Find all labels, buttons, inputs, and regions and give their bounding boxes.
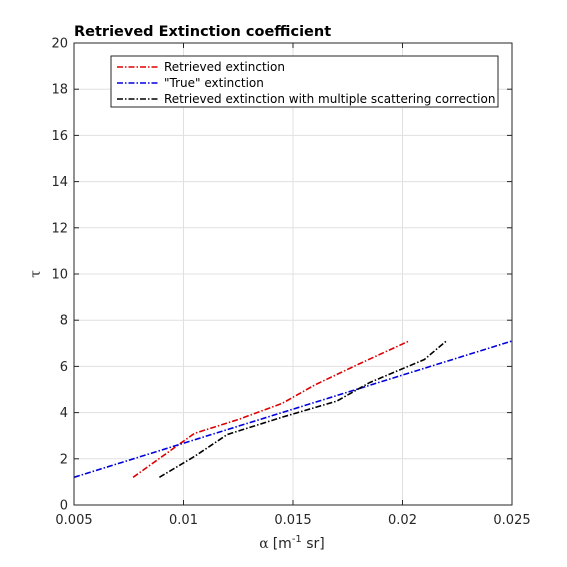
y-tick-label: 12	[51, 221, 68, 236]
x-tick-label: 0.02	[388, 513, 417, 528]
axis-ticks: 0.005 0.01 0.015 0.02 0.025 0 2 4 6 8 10 12 14 16 18 20	[51, 37, 530, 529]
chart-title: Retrieved Extinction coefficient	[74, 24, 331, 40]
x-tick-label: 0.005	[55, 513, 92, 528]
y-axis-label: τ	[28, 270, 44, 278]
legend-label-2: "True" extinction	[164, 76, 264, 90]
legend-label-3: Retrieved extinction with multiple scatt…	[164, 92, 495, 106]
y-tick-label: 6	[60, 360, 68, 375]
y-tick-label: 18	[51, 83, 68, 98]
y-tick-label: 16	[51, 129, 68, 144]
legend-box	[110, 55, 499, 108]
y-tick-label: 0	[60, 499, 68, 514]
series-line-1	[132, 340, 410, 478]
x-tick-label: 0.025	[493, 513, 530, 528]
x-tick-label: 0.015	[274, 513, 311, 528]
y-tick-label: 8	[60, 314, 68, 329]
legend-label-1: Retrieved extinction	[164, 60, 285, 74]
y-tick-label: 10	[51, 268, 68, 283]
series-line-2	[73, 340, 513, 479]
x-axis-label: α [m-1 sr]	[259, 534, 325, 552]
series-lines	[73, 340, 513, 479]
y-tick-label: 20	[51, 37, 68, 52]
y-tick-label: 14	[51, 175, 68, 190]
y-tick-label: 4	[60, 406, 68, 421]
legend: Retrieved extinction "True" extinction Ret…	[110, 55, 499, 108]
y-tick-label: 2	[60, 452, 68, 467]
x-tick-label: 0.01	[169, 513, 198, 528]
series-line-3	[158, 340, 447, 478]
